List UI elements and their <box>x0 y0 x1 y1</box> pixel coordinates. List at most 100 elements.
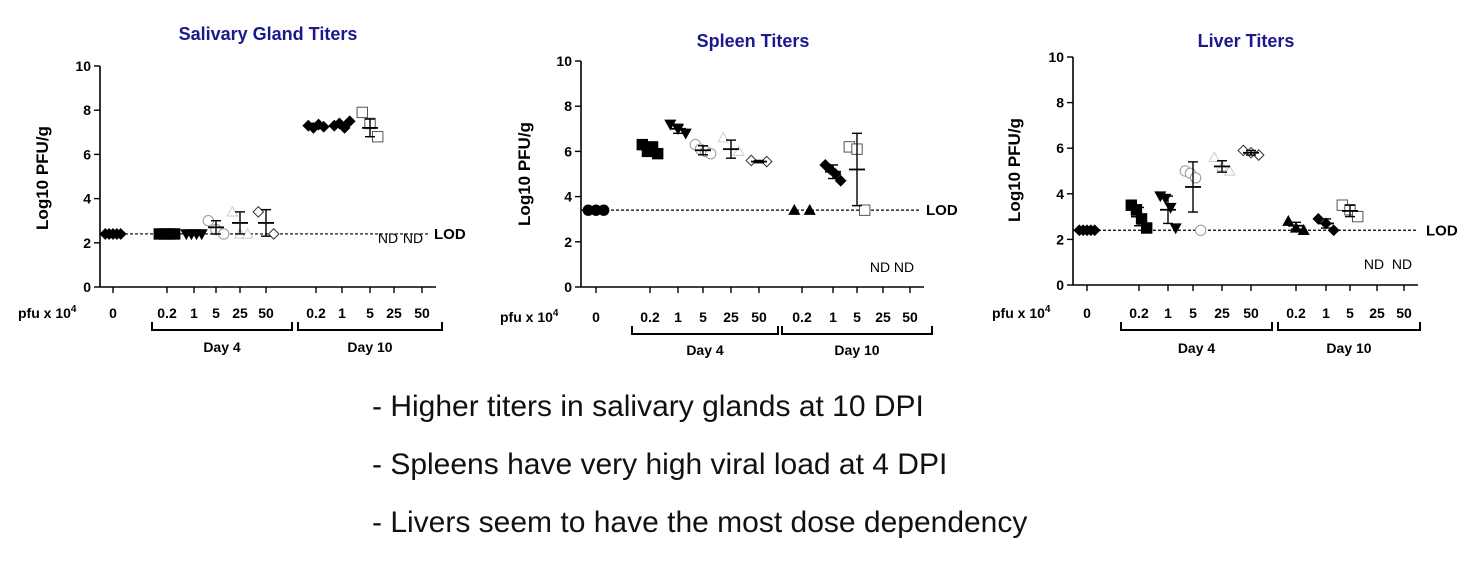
y-tick-label: 6 <box>1056 140 1064 156</box>
y-tick-label: 8 <box>83 102 91 118</box>
x-tick-label: 1 <box>1164 305 1172 321</box>
data-point <box>1327 224 1340 237</box>
x-tick-label: 25 <box>1214 305 1230 321</box>
nd-label: ND <box>894 259 914 275</box>
chart-title: Liver Titers <box>1198 31 1295 51</box>
data-point <box>859 204 871 216</box>
data-point <box>252 205 265 218</box>
x-tick-label: 50 <box>751 309 767 325</box>
x-tick-label: 25 <box>386 305 402 321</box>
x-tick-label: 25 <box>723 309 739 325</box>
x-prefix-label: pfu x 104 <box>992 304 1051 321</box>
x-prefix-exponent: 4 <box>553 308 559 319</box>
group-bracket <box>781 326 933 335</box>
data-point <box>1195 224 1207 236</box>
group-label: Day 4 <box>203 339 241 355</box>
group-bracket <box>151 322 293 331</box>
y-tick-label: 4 <box>1056 186 1064 202</box>
nd-label: ND <box>1364 256 1384 272</box>
data-point <box>1189 172 1202 184</box>
x-prefix-base: pfu x 10 <box>500 309 553 325</box>
y-axis-label: Log10 PFU/g <box>515 122 534 226</box>
x-tick-label: 0 <box>109 305 117 321</box>
x-tick-label: 0 <box>592 309 600 325</box>
data-point <box>717 131 730 143</box>
x-tick-label: 0.2 <box>792 309 812 325</box>
y-tick-label: 4 <box>564 189 572 205</box>
y-tick-label: 2 <box>564 234 572 250</box>
data-point <box>803 203 816 215</box>
data-point <box>195 229 208 241</box>
data-point <box>356 106 369 119</box>
group-label: Day 4 <box>686 342 724 358</box>
chart-title: Spleen Titers <box>697 31 810 51</box>
nd-label: ND <box>1392 256 1412 272</box>
x-tick-label: 5 <box>853 309 861 325</box>
group-bracket <box>1277 322 1421 331</box>
x-tick-label: 5 <box>699 309 707 325</box>
group-label: Day 10 <box>1326 340 1371 356</box>
data-point <box>1141 222 1153 234</box>
bullet-item-liver: - Livers seem to have the most dose depe… <box>372 506 1028 539</box>
nd-label: ND <box>403 230 423 246</box>
y-tick-label: 6 <box>564 143 572 159</box>
y-axis-label: Log10 PFU/g <box>1005 118 1024 222</box>
x-prefix-base: pfu x 10 <box>992 305 1045 321</box>
y-tick-label: 8 <box>564 98 572 114</box>
y-tick-label: 10 <box>1048 49 1064 65</box>
x-tick-label: 0.2 <box>640 309 660 325</box>
data-point <box>732 145 745 157</box>
lod-label: LOD <box>926 202 958 219</box>
x-prefix-exponent: 4 <box>1045 304 1051 315</box>
x-tick-label: 0.2 <box>1129 305 1149 321</box>
x-tick-label: 0.2 <box>1286 305 1306 321</box>
x-prefix-base: pfu x 10 <box>18 305 71 321</box>
x-tick-label: 5 <box>1189 305 1197 321</box>
data-point <box>241 227 254 239</box>
data-point <box>1208 151 1221 162</box>
group-bracket <box>297 322 443 331</box>
bullet-list: - Higher titers in salivary glands at 10… <box>372 392 1027 566</box>
data-point <box>1169 223 1182 235</box>
x-tick-label: 1 <box>829 309 837 325</box>
lod-label: LOD <box>434 226 466 243</box>
group-bracket <box>1120 322 1273 331</box>
y-tick-label: 10 <box>556 53 572 69</box>
x-tick-label: 50 <box>902 309 918 325</box>
y-tick-label: 8 <box>1056 95 1064 111</box>
data-point <box>169 228 181 240</box>
x-tick-label: 1 <box>674 309 682 325</box>
x-tick-label: 25 <box>232 305 248 321</box>
x-tick-label: 0 <box>1083 305 1091 321</box>
group-label: Day 4 <box>1178 340 1216 356</box>
x-tick-label: 50 <box>1243 305 1259 321</box>
x-tick-label: 1 <box>1322 305 1330 321</box>
x-tick-label: 5 <box>366 305 374 321</box>
y-tick-label: 0 <box>564 279 572 295</box>
y-tick-label: 0 <box>1056 277 1064 293</box>
nd-label: ND <box>870 259 890 275</box>
y-tick-label: 2 <box>83 235 91 251</box>
bullet-item-spleen: - Spleens have very high viral load at 4… <box>372 448 948 481</box>
y-tick-label: 0 <box>83 279 91 295</box>
x-tick-label: 25 <box>1369 305 1385 321</box>
data-point <box>745 154 758 167</box>
data-point <box>1164 202 1177 214</box>
data-point <box>1223 164 1236 176</box>
data-point <box>1297 224 1310 235</box>
data-point <box>226 205 239 217</box>
x-tick-label: 1 <box>190 305 198 321</box>
x-tick-label: 5 <box>212 305 220 321</box>
x-tick-label: 50 <box>258 305 274 321</box>
x-prefix-label: pfu x 104 <box>500 308 559 325</box>
y-tick-label: 10 <box>75 58 91 74</box>
group-bracket <box>631 326 779 335</box>
x-prefix-label: pfu x 104 <box>18 304 77 321</box>
lod-label: LOD <box>1426 222 1458 239</box>
group-label: Day 10 <box>347 339 392 355</box>
y-tick-label: 4 <box>83 191 91 207</box>
data-point <box>598 204 610 216</box>
